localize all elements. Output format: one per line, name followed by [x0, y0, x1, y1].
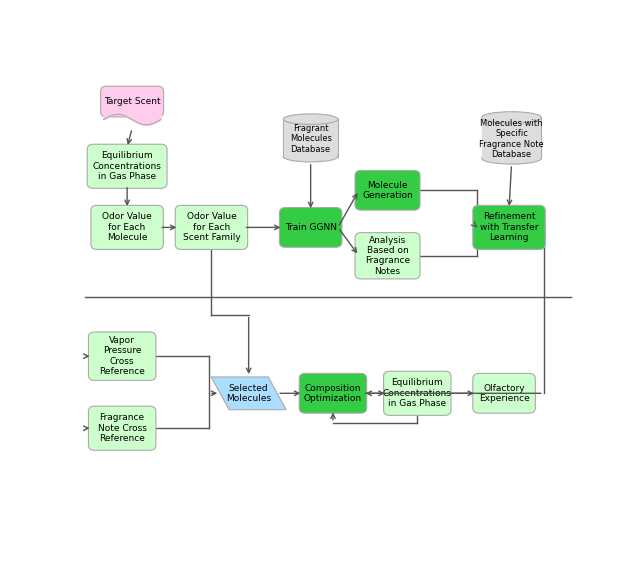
Text: Equilibrium
Concentrations
in Gas Phase: Equilibrium Concentrations in Gas Phase [383, 378, 452, 408]
FancyBboxPatch shape [91, 205, 163, 249]
Ellipse shape [482, 153, 541, 164]
Bar [482, 117, 541, 158]
Text: Olfactory
Experience: Olfactory Experience [479, 384, 529, 403]
Bar [483, 117, 541, 158]
Text: Equilibrium
Concentrations
in Gas Phase: Equilibrium Concentrations in Gas Phase [93, 151, 161, 181]
Text: Selected
Molecules: Selected Molecules [226, 384, 271, 403]
FancyBboxPatch shape [355, 232, 420, 279]
FancyBboxPatch shape [355, 171, 420, 210]
FancyBboxPatch shape [383, 371, 451, 416]
Text: Fragrance
Note Cross
Reference: Fragrance Note Cross Reference [98, 413, 147, 443]
Text: Molecules with
Specific
Fragrance Note
Database: Molecules with Specific Fragrance Note D… [479, 119, 544, 159]
Polygon shape [211, 377, 286, 410]
Text: Analysis
Based on
Fragrance
Notes: Analysis Based on Fragrance Notes [365, 236, 410, 276]
Text: Molecule
Generation: Molecule Generation [362, 180, 413, 200]
FancyBboxPatch shape [175, 205, 248, 249]
FancyBboxPatch shape [87, 144, 167, 188]
Text: Composition
Optimization: Composition Optimization [304, 384, 362, 403]
Text: Target Scent: Target Scent [104, 97, 161, 106]
Text: Refinement
with Transfer
Learning: Refinement with Transfer Learning [480, 213, 538, 242]
Bar [284, 119, 337, 156]
Ellipse shape [482, 112, 541, 123]
Ellipse shape [284, 151, 338, 162]
Text: Odor Value
for Each
Molecule: Odor Value for Each Molecule [102, 213, 152, 242]
Bar [284, 119, 338, 156]
FancyBboxPatch shape [300, 374, 367, 413]
FancyBboxPatch shape [473, 205, 545, 249]
FancyBboxPatch shape [100, 86, 164, 117]
FancyBboxPatch shape [88, 406, 156, 450]
Text: Odor Value
for Each
Scent Family: Odor Value for Each Scent Family [182, 213, 240, 242]
FancyBboxPatch shape [280, 208, 342, 247]
Ellipse shape [284, 114, 338, 124]
Text: Vapor
Pressure
Cross
Reference: Vapor Pressure Cross Reference [99, 336, 145, 376]
FancyBboxPatch shape [88, 332, 156, 380]
Text: Train GGNN: Train GGNN [285, 223, 337, 232]
FancyBboxPatch shape [473, 374, 535, 413]
Text: Fragrant
Molecules
Database: Fragrant Molecules Database [290, 124, 332, 154]
